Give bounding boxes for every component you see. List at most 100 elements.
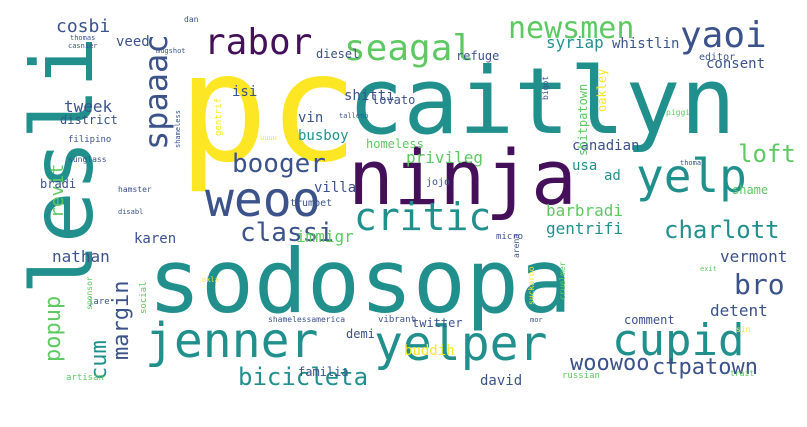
- word-bicicleta: bicicleta: [238, 363, 368, 391]
- word-yaoi: yaoi: [680, 15, 767, 56]
- word-immigr: immigr: [296, 227, 354, 246]
- word-cruelmer: cruelmer: [558, 261, 567, 300]
- word-thoma: thoma: [680, 159, 701, 167]
- word-micro: micro: [496, 232, 523, 242]
- word-pc: pc: [178, 22, 359, 196]
- word-shamelessamerica: shamelessamerica: [268, 315, 345, 324]
- word-detent: detent: [710, 301, 768, 320]
- word-talleno: talleno: [339, 112, 369, 120]
- word-sodosopa: sodosopa: [148, 230, 572, 333]
- word-exit: exit: [700, 265, 717, 273]
- word-charlott: charlott: [664, 216, 780, 244]
- word-yelper: yelper: [374, 316, 547, 372]
- word-villa: villa: [314, 180, 356, 196]
- word-barbradi: barbradi: [546, 201, 623, 220]
- word-ninja: ninja: [348, 133, 577, 222]
- word-booger: booger: [232, 149, 326, 179]
- word-cupid: cupid: [612, 315, 744, 366]
- word-classi: classi: [240, 218, 334, 248]
- word-critic: critic: [354, 195, 491, 239]
- word-lesli: lesli: [13, 36, 113, 295]
- word-shitti: shitti: [344, 88, 395, 104]
- word-bro: bro: [734, 268, 785, 301]
- word-disabl: disabl: [118, 208, 143, 216]
- word-bigot: bigot: [541, 76, 550, 100]
- word-canadian: canadian: [572, 138, 639, 154]
- word-jojo: jojo: [426, 177, 450, 188]
- word-mugshot: mugshot: [156, 47, 186, 55]
- word-usa: usa: [572, 158, 597, 174]
- word-social: social: [139, 281, 149, 314]
- word-gentrif: gentrif: [214, 98, 224, 136]
- word-jare: jare: [88, 297, 110, 307]
- word-loft: loft: [738, 140, 796, 168]
- word-shame: shame: [732, 183, 768, 197]
- word-caitlyn: caitlyn: [348, 48, 736, 155]
- word-buddih: buddih: [404, 343, 455, 359]
- word-lovato: lovato: [372, 93, 415, 107]
- word-rabor: rabor: [204, 22, 312, 63]
- word-sunglass: sunglass: [68, 155, 107, 164]
- word-revit: revit: [47, 164, 68, 218]
- word-shitpatown: shitpatown: [576, 84, 590, 156]
- word-nathan: nathan: [52, 247, 110, 266]
- word-tweek: tweek: [64, 97, 113, 116]
- word-shameless: shameless: [174, 110, 182, 148]
- word-vermont: vermont: [720, 247, 787, 266]
- word-yelp: yelp: [636, 149, 747, 203]
- word-ctpatown: ctpatown: [652, 355, 758, 380]
- word-homeless: homeless: [366, 137, 424, 151]
- word-piggi: piggi: [666, 108, 690, 117]
- word-arena: arena: [512, 234, 521, 258]
- word-casnier: casnier: [68, 42, 98, 50]
- word-vibrant: vibrant: [378, 315, 416, 325]
- word-trait: trait: [730, 369, 754, 378]
- word-woowoo: woowoo: [570, 351, 649, 376]
- word-consent: consent: [706, 56, 765, 72]
- word-twitter: twitter: [412, 316, 463, 330]
- word-trumpet: trumpet: [290, 198, 332, 209]
- word-filipino: filipino: [68, 135, 111, 145]
- word-refuge: refuge: [456, 49, 499, 63]
- word-cum: cum: [87, 340, 112, 380]
- word-district: district: [60, 113, 118, 127]
- word-okla: okla: [202, 276, 219, 284]
- word-syriap: syriap: [546, 33, 604, 52]
- word-familia: familia: [298, 365, 349, 379]
- word-artisan: artisan: [66, 373, 104, 383]
- word-dan: dan: [184, 15, 199, 24]
- word-bradi: bradi: [40, 177, 76, 191]
- word-spaaac: spaaac: [137, 34, 175, 150]
- word-suckaroo: suckaroo: [527, 266, 536, 305]
- word-newsmen: newsmen: [508, 11, 634, 46]
- word-gentrifi: gentrifi: [546, 219, 623, 238]
- word-david: david: [480, 373, 522, 389]
- word-veed: veed: [116, 34, 150, 50]
- word-demi: demi: [346, 327, 375, 341]
- word-sponsor: sponsor: [85, 276, 94, 310]
- word-karen: karen: [134, 231, 176, 247]
- word-oakley: oakley: [595, 69, 609, 112]
- word-editor: editor: [699, 52, 735, 63]
- word-ad: ad: [604, 168, 621, 184]
- word-thomas: thomas: [70, 34, 95, 42]
- word-margin: margin: [109, 281, 134, 360]
- word-busboy: busboy: [298, 128, 349, 144]
- word-vin: vin: [298, 110, 323, 126]
- word-privileg: privileg: [406, 148, 483, 167]
- word-weoo: weoo: [205, 172, 321, 228]
- word-uuuu: uuuu: [260, 134, 277, 142]
- word-cosbi: cosbi: [56, 16, 110, 37]
- word-sin: sin: [736, 325, 751, 334]
- word-mor: mor: [530, 316, 543, 324]
- word-comment: comment: [624, 313, 675, 327]
- word-popup: popup: [41, 296, 66, 362]
- word-seagal: seagal: [344, 28, 474, 69]
- word-whistlin: whistlin: [612, 36, 679, 52]
- word-diesel: diesel: [316, 47, 359, 61]
- word-jenner: jenner: [145, 313, 318, 369]
- word-isi: isi: [232, 84, 257, 100]
- word-hamster: hamster: [118, 185, 152, 194]
- word-russian: russian: [562, 371, 600, 381]
